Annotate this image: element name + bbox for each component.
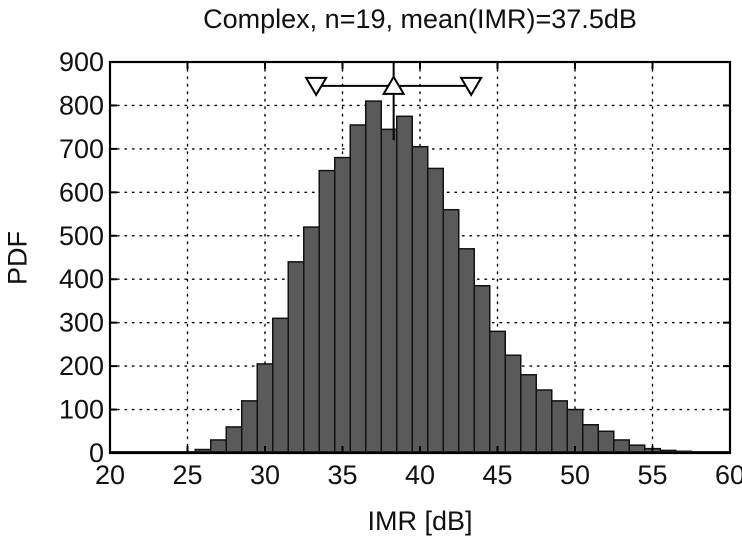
x-tick-label: 45	[482, 460, 512, 490]
x-tick-label: 30	[250, 460, 280, 490]
histogram-bar	[288, 262, 304, 453]
histogram-bar	[273, 318, 289, 453]
y-axis-label: PDF	[3, 231, 34, 285]
y-tick-label: 700	[59, 134, 104, 164]
y-tick-label: 100	[59, 395, 104, 425]
histogram-bar	[552, 401, 568, 453]
y-tick-label: 300	[59, 308, 104, 338]
chart-title: Complex, n=19, mean(IMR)=37.5dB	[110, 4, 730, 35]
histogram-bar	[583, 425, 599, 453]
x-tick-label: 40	[405, 460, 435, 490]
y-tick-label: 500	[59, 221, 104, 251]
x-tick-label: 35	[327, 460, 357, 490]
histogram-bar	[257, 364, 273, 453]
histogram-bar	[412, 147, 428, 453]
y-tick-label: 800	[59, 90, 104, 120]
histogram-bar	[521, 375, 537, 453]
histogram-bar	[381, 129, 397, 453]
histogram-bar	[536, 390, 552, 453]
x-tick-label: 25	[172, 460, 202, 490]
y-tick-label: 200	[59, 351, 104, 381]
histogram-bar	[443, 210, 459, 453]
x-axis-label: IMR [dB]	[110, 506, 730, 537]
histogram-bar	[459, 249, 475, 453]
y-tick-label: 600	[59, 177, 104, 207]
y-tick-label: 900	[59, 47, 104, 77]
histogram-bar	[304, 227, 320, 453]
histogram-bar	[319, 171, 335, 453]
histogram-bar	[505, 355, 521, 453]
x-tick-label: 55	[637, 460, 667, 490]
histogram-bar	[226, 427, 242, 453]
histogram-bar	[490, 331, 506, 453]
histogram-bar	[242, 401, 258, 453]
y-tick-label: 400	[59, 264, 104, 294]
histogram-bar	[598, 431, 614, 453]
histogram-bar	[474, 286, 490, 453]
histogram-bar	[335, 158, 351, 453]
y-tick-label: 0	[89, 438, 104, 468]
histogram-bar	[397, 116, 413, 453]
histogram-bar	[350, 125, 366, 453]
x-tick-label: 60	[715, 460, 742, 490]
histogram-bar	[366, 101, 382, 453]
x-tick-label: 50	[560, 460, 590, 490]
histogram-bar	[428, 168, 444, 453]
